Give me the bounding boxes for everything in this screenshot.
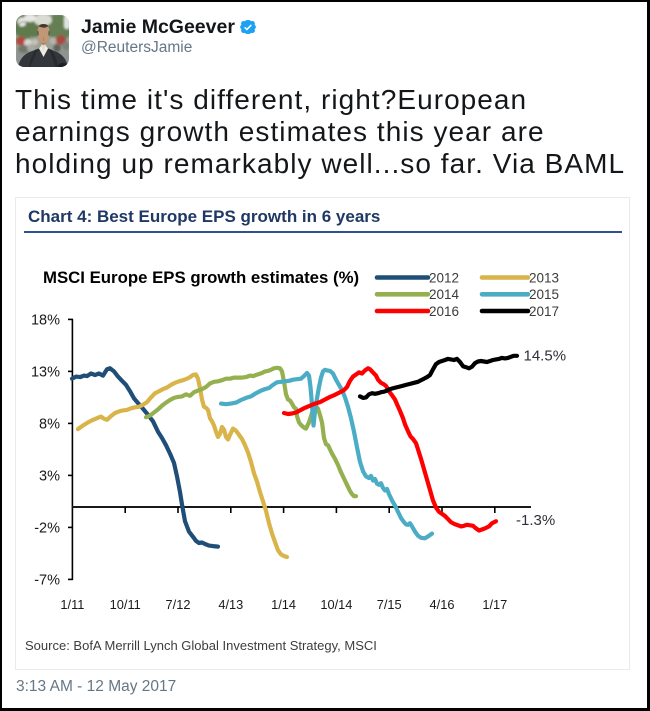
svg-text:1/14: 1/14 — [271, 597, 296, 612]
svg-text:2015: 2015 — [529, 287, 559, 302]
svg-text:-1.3%: -1.3% — [516, 512, 555, 529]
svg-text:2016: 2016 — [429, 304, 459, 319]
svg-text:7/12: 7/12 — [166, 597, 191, 612]
svg-text:1/17: 1/17 — [482, 597, 507, 612]
svg-text:3%: 3% — [39, 468, 60, 484]
svg-text:7/15: 7/15 — [377, 597, 402, 612]
svg-text:10/14: 10/14 — [320, 597, 352, 612]
svg-text:8%: 8% — [39, 416, 60, 432]
svg-text:2014: 2014 — [429, 287, 460, 302]
svg-text:4/13: 4/13 — [218, 597, 243, 612]
svg-text:10/11: 10/11 — [110, 597, 141, 612]
svg-text:-7%: -7% — [34, 572, 60, 588]
svg-text:2013: 2013 — [529, 270, 559, 285]
svg-text:14.5%: 14.5% — [524, 348, 567, 365]
svg-text:1/11: 1/11 — [60, 597, 84, 612]
svg-text:-2%: -2% — [34, 520, 60, 536]
svg-text:13%: 13% — [31, 364, 60, 380]
svg-text:4/16: 4/16 — [430, 597, 455, 612]
svg-text:MSCI Europe EPS growth estimat: MSCI Europe EPS growth estimates (%) — [43, 268, 359, 287]
svg-text:2017: 2017 — [529, 304, 559, 319]
svg-text:2012: 2012 — [429, 270, 459, 285]
svg-text:18%: 18% — [31, 312, 60, 328]
